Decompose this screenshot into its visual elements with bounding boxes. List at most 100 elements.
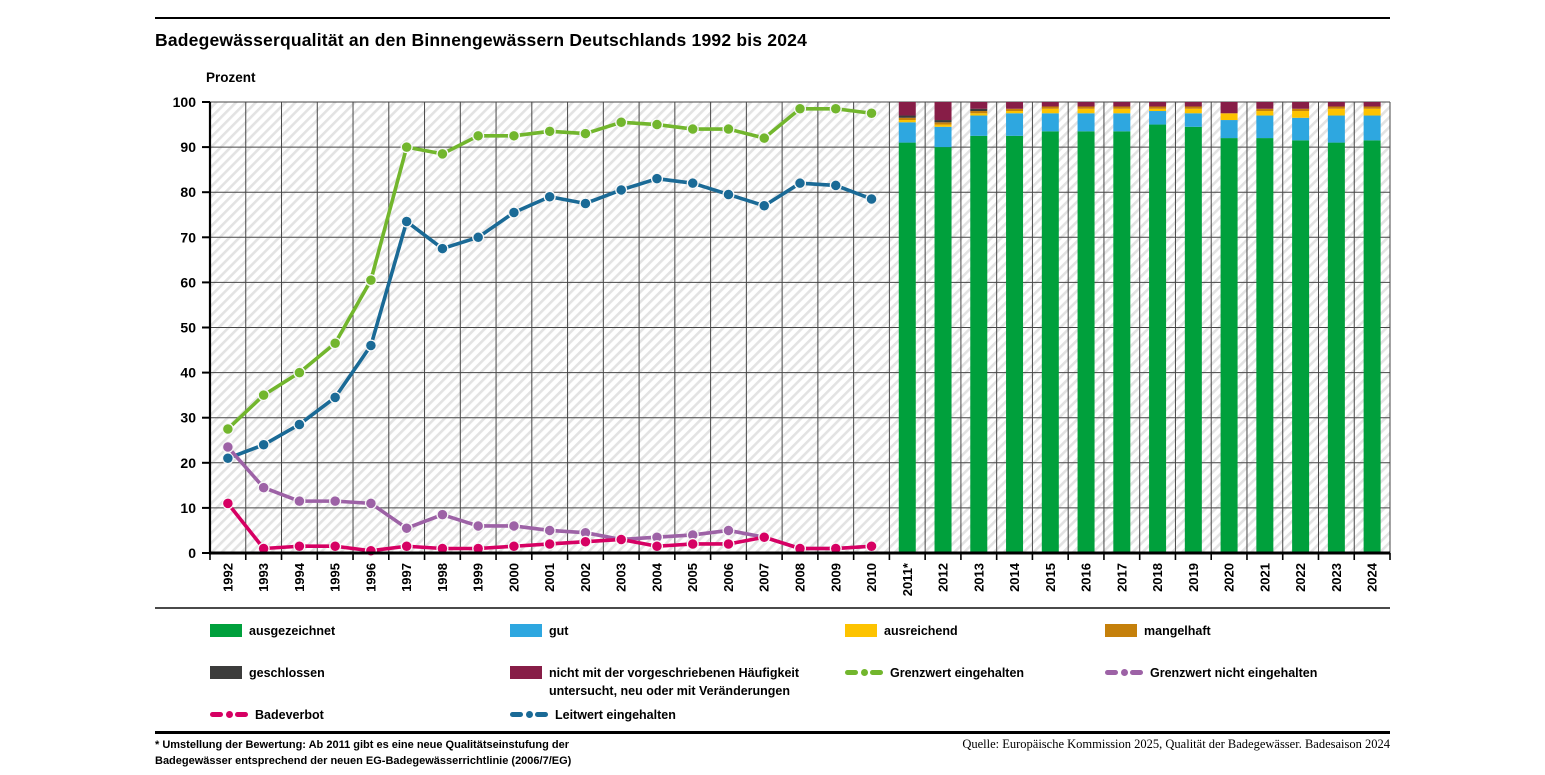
bar-segment [1113, 131, 1131, 553]
footnote-line2: Badegewässer entsprechend der neuen EG-B… [155, 754, 572, 767]
x-tick-label: 2008 [793, 563, 808, 592]
footnote: * Umstellung der Bewertung: Ab 2011 gibt… [155, 738, 571, 770]
bar-segment [1327, 142, 1345, 553]
x-tick-label: 2023 [1329, 563, 1344, 592]
y-tick-label: 70 [180, 229, 196, 245]
bar-2016 [1077, 102, 1095, 553]
data-point [722, 188, 735, 201]
bar-segment [1041, 108, 1059, 114]
footnote-line1: * Umstellung der Bewertung: Ab 2011 gibt… [155, 739, 570, 751]
bar-segment [970, 111, 988, 114]
data-point [293, 540, 306, 553]
bar-segment [1363, 115, 1381, 141]
data-point [364, 339, 377, 352]
footer-divider [155, 731, 1390, 734]
data-point [793, 102, 807, 115]
bar-segment [1077, 113, 1095, 132]
x-tick-label: 2020 [1222, 563, 1237, 592]
data-point [579, 197, 592, 210]
bar-segment [1113, 108, 1131, 114]
data-point [329, 337, 342, 350]
bar-segment [898, 142, 916, 553]
y-tick-label: 20 [180, 455, 196, 471]
x-tick-label: 2016 [1079, 563, 1094, 592]
bar-2013 [970, 102, 988, 553]
bar-segment [1184, 113, 1202, 127]
bar-segment [1041, 106, 1059, 109]
data-point [400, 540, 413, 553]
x-tick-label: 2011* [900, 562, 915, 596]
bar-segment [1041, 113, 1059, 132]
bar-segment [1220, 120, 1238, 139]
stacked-bars [898, 102, 1381, 554]
x-tick-label: 1998 [435, 563, 450, 592]
legend-item-geschlossen: geschlossen [210, 664, 325, 682]
bar-segment [1363, 140, 1381, 553]
bar-segment [1292, 108, 1310, 112]
data-point [579, 535, 592, 548]
y-tick-label: 60 [180, 274, 196, 290]
bar-segment [970, 108, 988, 112]
legend-item-mangelhaft: mangelhaft [1105, 622, 1211, 640]
data-point [650, 172, 664, 185]
series-grenzwert-eingehalten [221, 102, 878, 436]
data-point [650, 540, 664, 553]
legend-label: mangelhaft [1144, 624, 1211, 638]
series-leitwert-eingehalten [221, 172, 878, 465]
bar-segment [1363, 108, 1381, 116]
legend-label: nicht mit der vorgeschriebenen Häufigkei… [549, 666, 800, 699]
bar-segment [1149, 111, 1167, 125]
bar-segment [1184, 108, 1202, 114]
legend-divider [155, 607, 1390, 609]
bar-segment [1149, 106, 1167, 109]
legend-dash-icon [210, 712, 223, 717]
data-point [686, 177, 699, 190]
bar-segment [1149, 108, 1167, 112]
bar-2020 [1220, 102, 1238, 553]
bar-segment [1256, 102, 1274, 109]
data-point [615, 183, 628, 196]
bar-segment [1006, 113, 1024, 136]
y-tick-label: 90 [180, 139, 196, 155]
bar-segment [1327, 108, 1345, 116]
legend-swatch-icon [210, 666, 242, 679]
bar-segment [1184, 126, 1202, 554]
data-point [543, 125, 556, 138]
legend-label: geschlossen [249, 666, 325, 680]
legend-label: ausreichend [884, 624, 958, 638]
bar-segment [934, 126, 952, 148]
bar-2014 [1006, 102, 1024, 553]
data-point [543, 537, 556, 551]
data-point [436, 147, 449, 160]
bar-segment [1006, 108, 1024, 112]
data-point [758, 132, 771, 145]
legend-dash-icon [1105, 670, 1118, 675]
y-tick-label: 0 [188, 545, 196, 561]
legend-dot-icon [1120, 669, 1128, 676]
legend-swatch-icon [510, 666, 542, 679]
data-point [865, 192, 878, 206]
data-point [364, 274, 377, 287]
data-point [329, 391, 342, 404]
bar-segment [1006, 102, 1024, 109]
bar-segment [1220, 102, 1238, 114]
bar-segment [1184, 106, 1202, 109]
bar-segment [1327, 115, 1345, 143]
bar-segment [1220, 138, 1238, 553]
data-point [615, 116, 628, 129]
data-point [543, 524, 556, 537]
data-point [579, 127, 592, 140]
axes: 0 10 20 30 40 50 60 70 80 90 100 1992 1993 1994 1995 19… [173, 94, 1391, 596]
legend-dot-icon [225, 711, 233, 718]
data-point [293, 366, 306, 379]
x-tick-label: 1997 [399, 563, 414, 592]
data-point [436, 508, 449, 521]
bar-2024 [1363, 102, 1381, 553]
bar-segment [1113, 102, 1131, 107]
data-point [472, 129, 485, 142]
data-point [400, 215, 413, 228]
bar-segment [898, 117, 916, 121]
bar-segment [1256, 108, 1274, 112]
x-tick-label: 1995 [328, 563, 343, 592]
data-point [507, 540, 520, 553]
